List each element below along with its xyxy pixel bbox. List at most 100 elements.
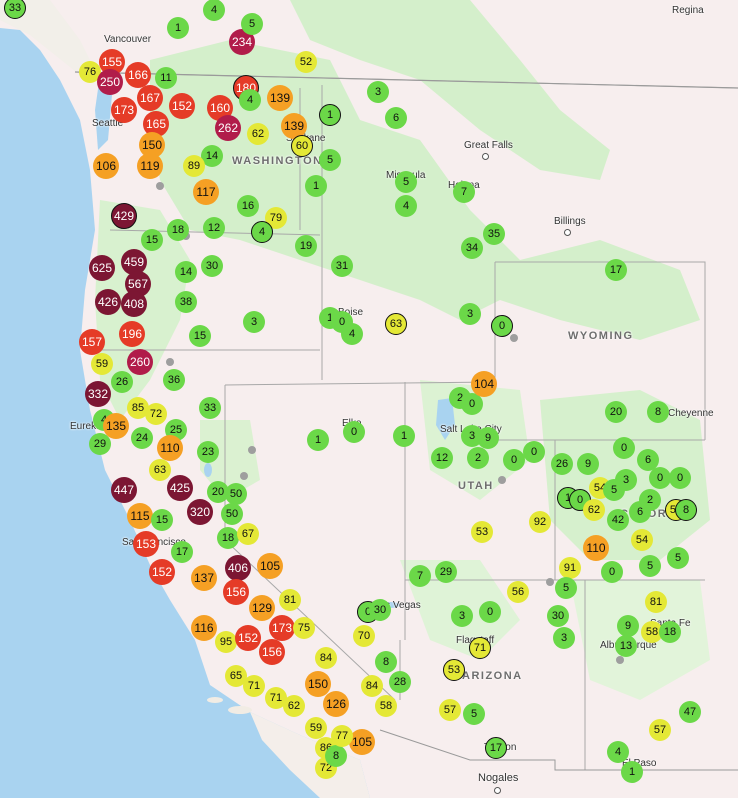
aqi-sensor-marker[interactable]: 320 [187, 499, 213, 525]
aqi-sensor-marker[interactable]: 4 [341, 323, 363, 345]
aqi-sensor-marker[interactable]: 7 [409, 565, 431, 587]
aqi-sensor-marker[interactable]: 2 [467, 447, 489, 469]
aqi-sensor-marker[interactable]: 152 [169, 93, 195, 119]
offline-sensor-marker[interactable] [240, 472, 248, 480]
aqi-sensor-marker[interactable]: 250 [97, 69, 123, 95]
aqi-sensor-marker[interactable]: 3 [459, 303, 481, 325]
aqi-sensor-marker[interactable]: 3 [451, 605, 473, 627]
aqi-sensor-marker[interactable]: 16 [237, 195, 259, 217]
aqi-sensor-marker[interactable]: 15 [189, 325, 211, 347]
aqi-sensor-marker[interactable]: 81 [645, 591, 667, 613]
aqi-sensor-marker[interactable]: 79 [265, 207, 287, 229]
aqi-sensor-marker[interactable]: 429 [111, 203, 137, 229]
aqi-sensor-marker[interactable]: 28 [389, 671, 411, 693]
aqi-sensor-marker[interactable]: 29 [435, 561, 457, 583]
aqi-sensor-marker[interactable]: 3 [615, 469, 637, 491]
aqi-sensor-marker[interactable]: 4 [239, 89, 261, 111]
aqi-sensor-marker[interactable]: 0 [479, 601, 501, 623]
aqi-sensor-marker[interactable]: 8 [675, 499, 697, 521]
aqi-sensor-marker[interactable]: 9 [577, 453, 599, 475]
aqi-sensor-marker[interactable]: 5 [463, 703, 485, 725]
aqi-sensor-marker[interactable]: 53 [471, 521, 493, 543]
aqi-sensor-marker[interactable]: 50 [221, 503, 243, 525]
aqi-sensor-marker[interactable]: 30 [201, 255, 223, 277]
aqi-sensor-marker[interactable]: 0 [343, 421, 365, 443]
aqi-sensor-marker[interactable]: 4 [395, 195, 417, 217]
aqi-sensor-marker[interactable]: 33 [199, 397, 221, 419]
aqi-sensor-marker[interactable]: 105 [349, 729, 375, 755]
aqi-sensor-marker[interactable]: 30 [369, 599, 391, 621]
aqi-sensor-marker[interactable]: 35 [483, 223, 505, 245]
aqi-sensor-marker[interactable]: 153 [133, 531, 159, 557]
aqi-sensor-marker[interactable]: 1 [307, 429, 329, 451]
aqi-sensor-marker[interactable]: 81 [279, 589, 301, 611]
offline-sensor-marker[interactable] [546, 578, 554, 586]
aqi-sensor-marker[interactable]: 173 [111, 97, 137, 123]
aqi-sensor-marker[interactable]: 20 [207, 481, 229, 503]
aqi-sensor-marker[interactable]: 62 [283, 695, 305, 717]
aqi-sensor-marker[interactable]: 9 [477, 427, 499, 449]
aqi-sensor-marker[interactable]: 139 [281, 113, 307, 139]
aqi-sensor-marker[interactable]: 59 [305, 717, 327, 739]
aqi-sensor-marker[interactable]: 152 [235, 625, 261, 651]
aqi-sensor-marker[interactable]: 262 [215, 115, 241, 141]
aqi-sensor-marker[interactable]: 17 [605, 259, 627, 281]
offline-sensor-marker[interactable] [510, 334, 518, 342]
aqi-sensor-marker[interactable]: 47 [679, 701, 701, 723]
aqi-sensor-marker[interactable]: 152 [149, 559, 175, 585]
aqi-sensor-marker[interactable]: 13 [615, 635, 637, 657]
aqi-sensor-marker[interactable]: 62 [247, 123, 269, 145]
aqi-sensor-marker[interactable]: 119 [137, 153, 163, 179]
aqi-sensor-marker[interactable]: 30 [547, 605, 569, 627]
aqi-sensor-marker[interactable]: 5 [555, 577, 577, 599]
aqi-sensor-marker[interactable]: 156 [259, 639, 285, 665]
aqi-sensor-marker[interactable]: 85 [127, 397, 149, 419]
aqi-sensor-marker[interactable]: 15 [151, 509, 173, 531]
aqi-sensor-marker[interactable]: 63 [385, 313, 407, 335]
aqi-sensor-marker[interactable]: 0 [523, 441, 545, 463]
aqi-sensor-marker[interactable]: 447 [111, 477, 137, 503]
aqi-sensor-marker[interactable]: 129 [249, 595, 275, 621]
aqi-sensor-marker[interactable]: 157 [79, 329, 105, 355]
aqi-sensor-marker[interactable]: 408 [121, 291, 147, 317]
aqi-sensor-marker[interactable]: 58 [641, 621, 663, 643]
aqi-sensor-marker[interactable]: 260 [127, 349, 153, 375]
aqi-sensor-marker[interactable]: 332 [85, 381, 111, 407]
aqi-sensor-marker[interactable]: 24 [131, 427, 153, 449]
aqi-sensor-marker[interactable]: 8 [647, 401, 669, 423]
aqi-sensor-marker[interactable]: 15 [141, 229, 163, 251]
aqi-sensor-marker[interactable]: 0 [601, 561, 623, 583]
aqi-sensor-marker[interactable]: 6 [385, 107, 407, 129]
aqi-sensor-marker[interactable]: 50 [225, 483, 247, 505]
aqi-sensor-marker[interactable]: 29 [89, 433, 111, 455]
aqi-sensor-marker[interactable]: 8 [325, 745, 347, 767]
aqi-sensor-marker[interactable]: 84 [361, 675, 383, 697]
offline-sensor-marker[interactable] [156, 182, 164, 190]
aqi-sensor-marker[interactable]: 425 [167, 475, 193, 501]
aqi-sensor-marker[interactable]: 89 [183, 155, 205, 177]
aqi-sensor-marker[interactable]: 5 [395, 171, 417, 193]
aqi-sensor-marker[interactable]: 56 [507, 581, 529, 603]
aqi-sensor-marker[interactable]: 71 [265, 687, 287, 709]
aqi-sensor-marker[interactable]: 150 [305, 671, 331, 697]
aqi-sensor-marker[interactable]: 60 [291, 135, 313, 157]
aqi-sensor-marker[interactable]: 36 [163, 369, 185, 391]
aqi-sensor-marker[interactable]: 196 [119, 321, 145, 347]
aqi-sensor-marker[interactable]: 14 [201, 145, 223, 167]
aqi-sensor-marker[interactable]: 20 [605, 401, 627, 423]
aqi-sensor-marker[interactable]: 12 [203, 217, 225, 239]
offline-sensor-marker[interactable] [248, 446, 256, 454]
aqi-sensor-marker[interactable]: 18 [659, 621, 681, 643]
aqi-sensor-marker[interactable]: 5 [667, 547, 689, 569]
aqi-sensor-marker[interactable]: 91 [559, 557, 581, 579]
aqi-sensor-marker[interactable]: 53 [443, 659, 465, 681]
aqi-sensor-marker[interactable]: 23 [197, 441, 219, 463]
aqi-sensor-marker[interactable]: 1 [167, 17, 189, 39]
aqi-sensor-marker[interactable]: 110 [583, 535, 609, 561]
aqi-sensor-marker[interactable]: 0 [649, 467, 671, 489]
aqi-sensor-marker[interactable]: 77 [331, 725, 353, 747]
aqi-sensor-marker[interactable]: 166 [125, 62, 151, 88]
aqi-sensor-marker[interactable]: 3 [367, 81, 389, 103]
aqi-sensor-marker[interactable]: 54 [631, 529, 653, 551]
aqi-sensor-marker[interactable]: 33 [4, 0, 26, 19]
